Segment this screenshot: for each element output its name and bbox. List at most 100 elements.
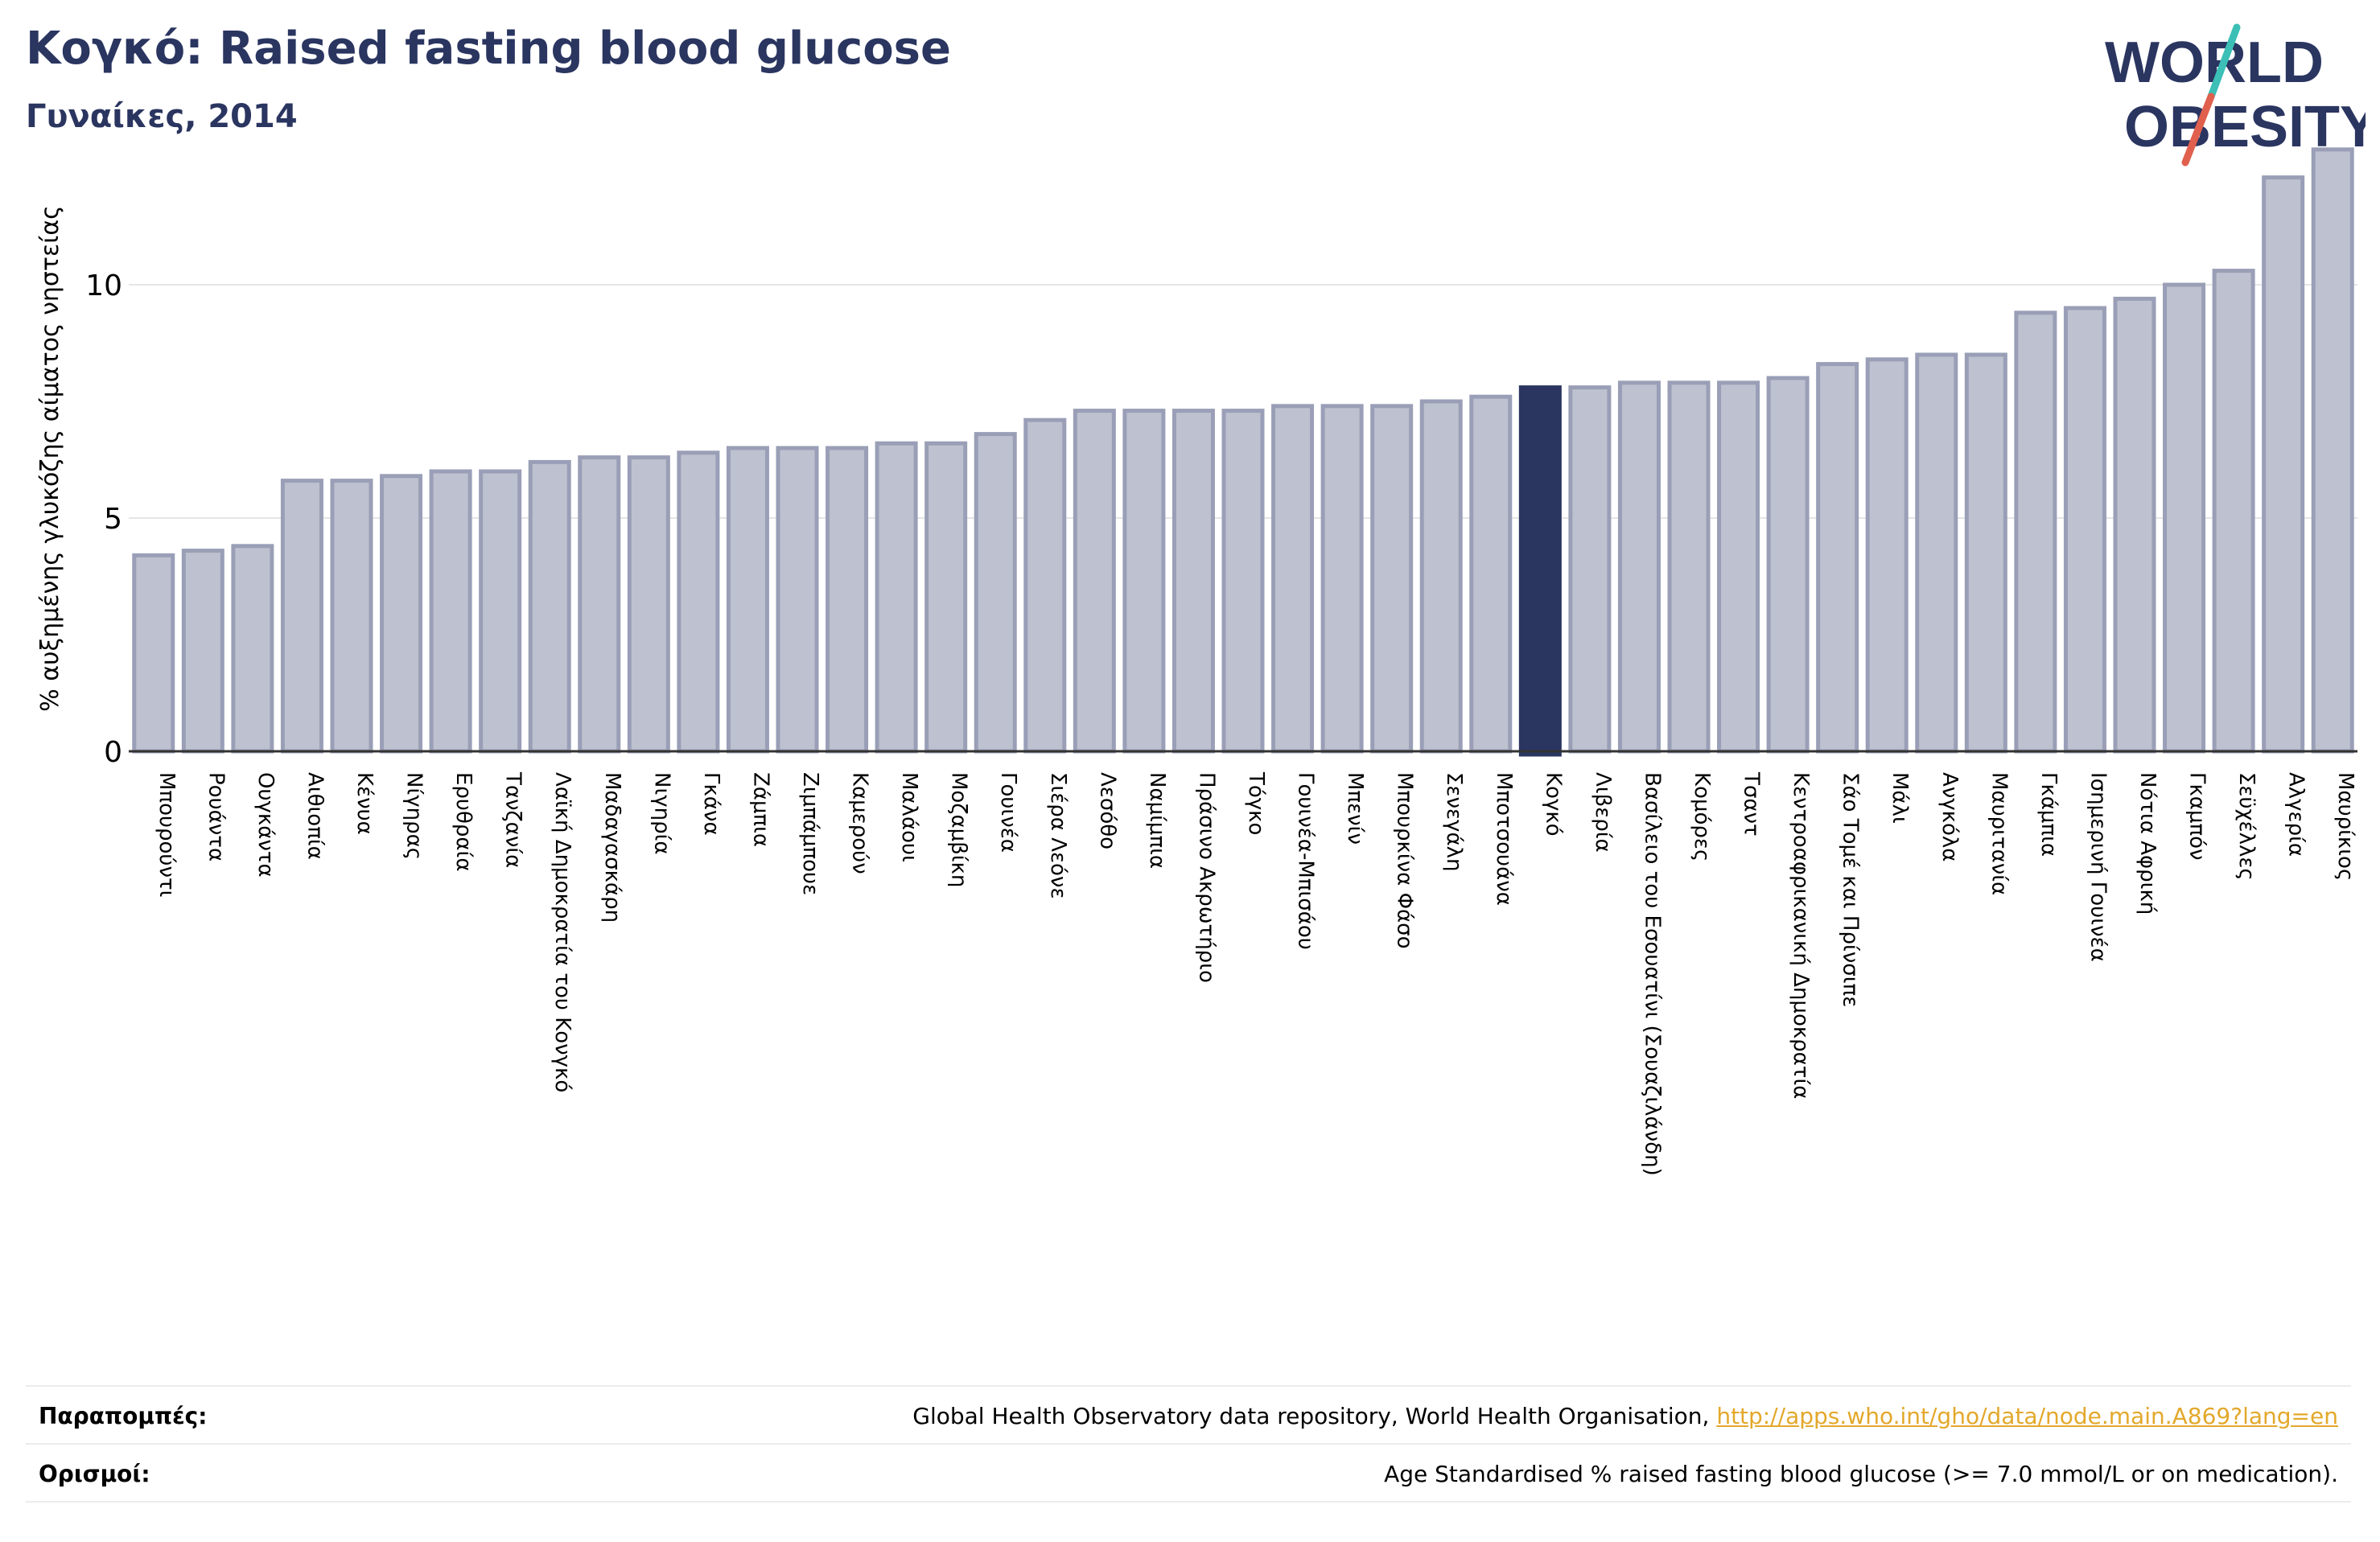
x-tick-label: Κομόρες [1690,772,1714,861]
bar [826,446,869,754]
x-tick-label: Γκάμπια [2036,772,2061,857]
bar [132,553,175,754]
bar [627,455,670,754]
x-tick-label: Κογκό [1541,772,1565,837]
world-obesity-logo: WORLD OBESITY [2105,23,2366,167]
bar [1419,399,1463,754]
x-tick-label: Μπενίν [1343,772,1367,845]
bar [1073,409,1116,754]
definitions-text: Age Standardised % raised fasting blood … [1384,1461,2338,1487]
x-tick-label: Καμερούν [848,772,872,874]
bar [1617,380,1661,754]
bar [1320,404,1364,754]
bar [2311,147,2354,754]
x-tick-label: Κεντροαφρικανική Δημοκρατία [1789,772,1813,1099]
x-tick-label: Ανγκόλα [1937,772,1962,861]
x-tick-label: Σάο Τομέ και Πρίνσιπε [1839,772,1863,1007]
y-tick-label: 0 [104,736,122,769]
bar [231,544,274,754]
bar [677,450,720,754]
x-tick-label: Τσαντ [1740,771,1764,837]
bar-highlight [1518,385,1562,757]
bar [330,479,373,754]
bar [2212,269,2255,754]
bar [974,432,1017,754]
x-tick-label: Μαυριτανία [1987,772,2011,895]
x-tick-label: Νότια Αφρική [2135,772,2160,915]
bar [1865,357,1909,754]
bar [875,441,918,754]
bar [479,469,522,754]
bar [280,479,323,754]
bar [726,446,769,754]
bar [429,469,472,754]
x-tick-label: Βασίλειο του Εσουατίνι (Σουαζιλάνδη) [1640,772,1664,1176]
x-tick-label: Σενεγάλη [1442,772,1466,871]
bar [1122,409,1166,754]
logo-slash-red [2181,93,2215,167]
x-tick-label: Μαλάουι [897,772,921,862]
x-tick-label: Σεϋχέλλες [2234,772,2259,881]
x-tick-label: Μοζαμβίκη [947,772,971,887]
bar [1023,417,1067,754]
bar [1568,385,1612,754]
x-tick-label: Μάλι [1888,772,1912,824]
x-tick-label: Ουγκάντα [253,772,278,878]
x-tick-label: Ναμίμπια [1145,772,1169,869]
x-tick-label: Ζάμπια [748,772,772,847]
definitions-row: Ορισμοί: Age Standardised % raised fasti… [26,1443,2351,1503]
bar [2163,282,2206,754]
bar [1915,352,1958,754]
bar [528,459,571,754]
x-tick-label: Μαδαγασκάρη [600,772,624,923]
x-tick-label: Γκαμπόν [2185,772,2209,861]
bar [2262,175,2305,754]
bar [1221,409,1265,754]
x-tick-label: Γουινέα [996,772,1020,853]
bar [1370,404,1414,754]
x-tick-label: Νιγηρία [649,772,673,855]
x-tick-label: Λαϊκή Δημοκρατία του Κονγκό [550,772,574,1092]
x-tick-label: Τανζανία [501,771,525,868]
x-axis-ticks: Μπουρούντι Ρουάντα Ουγκάντα Αιθιοπία Κένυα Νί… [154,771,2357,1176]
y-tick-label: 10 [85,269,122,302]
bar [1171,409,1215,754]
bar [1667,380,1711,754]
bar [1816,362,1859,754]
bar [776,446,819,754]
x-tick-label: Μπουρκίνα Φάσο [1393,772,1417,949]
bars [132,147,2354,757]
bar [1469,394,1513,754]
x-tick-label: Σιέρα Λεόνε [1046,772,1070,899]
x-tick-label: Ρουάντα [204,772,228,861]
references-label: Παραπομπές: [39,1403,208,1429]
bar [1766,376,1810,754]
x-tick-label: Γουινέα-Μπισάου [1294,772,1318,950]
y-axis-title: % αυξημένης γλυκόζης αίματος νηστείας [36,205,64,711]
x-tick-label: Τόγκο [1244,771,1268,835]
x-tick-label: Μποτσουάνα [1492,772,1516,906]
bar [578,455,621,754]
references-text: Global Health Observatory data repositor… [912,1403,1717,1429]
x-tick-label: Αιθιοπία [303,772,327,860]
bar [2113,296,2156,754]
y-axis-ticks: 0 5 10 [85,269,122,769]
x-tick-label: Γκάνα [699,772,723,836]
bar [924,441,968,754]
bar [380,474,423,754]
references-value: Global Health Observatory data repositor… [912,1403,2338,1429]
x-tick-label: Κένυα [352,772,377,835]
bar [1717,380,1760,754]
bar [2014,310,2057,754]
page-subtitle: Γυναίκες, 2014 [26,98,298,135]
x-tick-label: Λεσόθο [1095,772,1119,849]
bar-chart: 0 5 10 Μπουρούντι Ρουάντα Ουγκάντα Αιθιοπία Κέ… [36,147,2357,1176]
bar [181,549,224,754]
logo-slash-teal [2207,23,2241,101]
bar [2063,306,2106,754]
bar [1271,404,1315,754]
x-tick-label: Νίγηρας [402,772,426,860]
references-link[interactable]: http://apps.who.int/gho/data/node.main.A… [1716,1403,2338,1429]
x-tick-label: Ισημερινή Γουινέα [2086,772,2110,962]
references-row: Παραπομπές: Global Health Observatory da… [26,1385,2351,1443]
